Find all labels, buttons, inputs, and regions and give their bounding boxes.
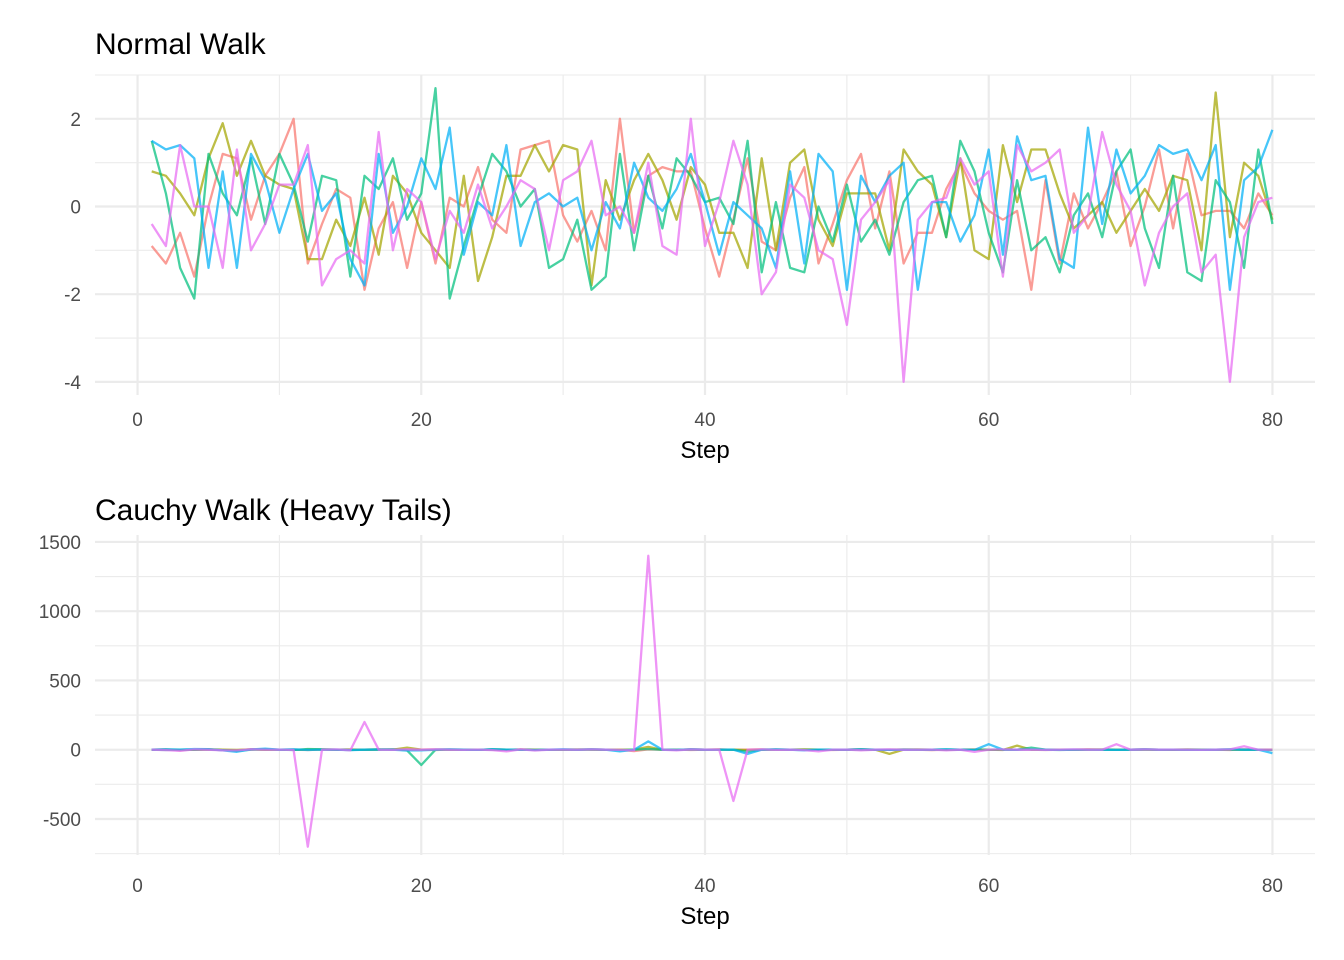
normal-walk-ticks: 0 20 40 60 80 -4 -2 0 2 (64, 110, 1283, 431)
cauchy-walk-title: Cauchy Walk (Heavy Tails) (95, 494, 452, 527)
normal-walk-grid (95, 74, 1315, 395)
series-line-4 (151, 740, 1273, 756)
y-tick-label: 1000 (39, 602, 81, 623)
y-tick-label: 2 (70, 110, 81, 131)
x-tick-label: 40 (694, 410, 715, 431)
x-tick-label: 20 (411, 876, 432, 897)
y-tick-label: 0 (70, 198, 81, 219)
cauchy-walk-lines (151, 554, 1273, 848)
x-tick-label: 40 (694, 876, 715, 897)
x-tick-label: 60 (978, 410, 999, 431)
series-line-3 (150, 87, 1274, 300)
y-tick-label: 0 (70, 741, 81, 762)
x-tick-label: 0 (132, 410, 143, 431)
normal-walk-title: Normal Walk (95, 28, 267, 61)
cauchy-walk-panel: Cauchy Walk (Heavy Tails) 0 20 40 60 80-5000… (39, 494, 1315, 930)
series-line-5 (151, 554, 1273, 848)
cauchy-walk-x-axis-label: Step (680, 903, 729, 930)
y-tick-label: -500 (43, 810, 81, 831)
normal-walk-lines (150, 87, 1274, 383)
y-tick-label: 1500 (39, 533, 81, 554)
x-tick-label: 20 (411, 410, 432, 431)
normal-walk-x-axis-label: Step (680, 437, 729, 464)
cauchy-walk-grid (95, 535, 1315, 855)
cauchy-walk-ticks: 0 20 40 60 80 -500 0 500 1000 1500 (39, 533, 1283, 897)
x-tick-label: 0 (132, 876, 143, 897)
series-line-5 (150, 117, 1273, 383)
y-tick-label: -4 (64, 373, 81, 394)
y-tick-label: -2 (64, 285, 81, 306)
x-tick-label: 80 (1262, 876, 1283, 897)
normal-walk-panel: Normal Walk 0 20 40 60 80 -4 -2 0 2 Step (64, 28, 1315, 464)
x-tick-label: 60 (978, 876, 999, 897)
series-line-4 (151, 126, 1274, 291)
y-tick-label: 500 (49, 671, 81, 692)
x-tick-label: 80 (1262, 410, 1283, 431)
